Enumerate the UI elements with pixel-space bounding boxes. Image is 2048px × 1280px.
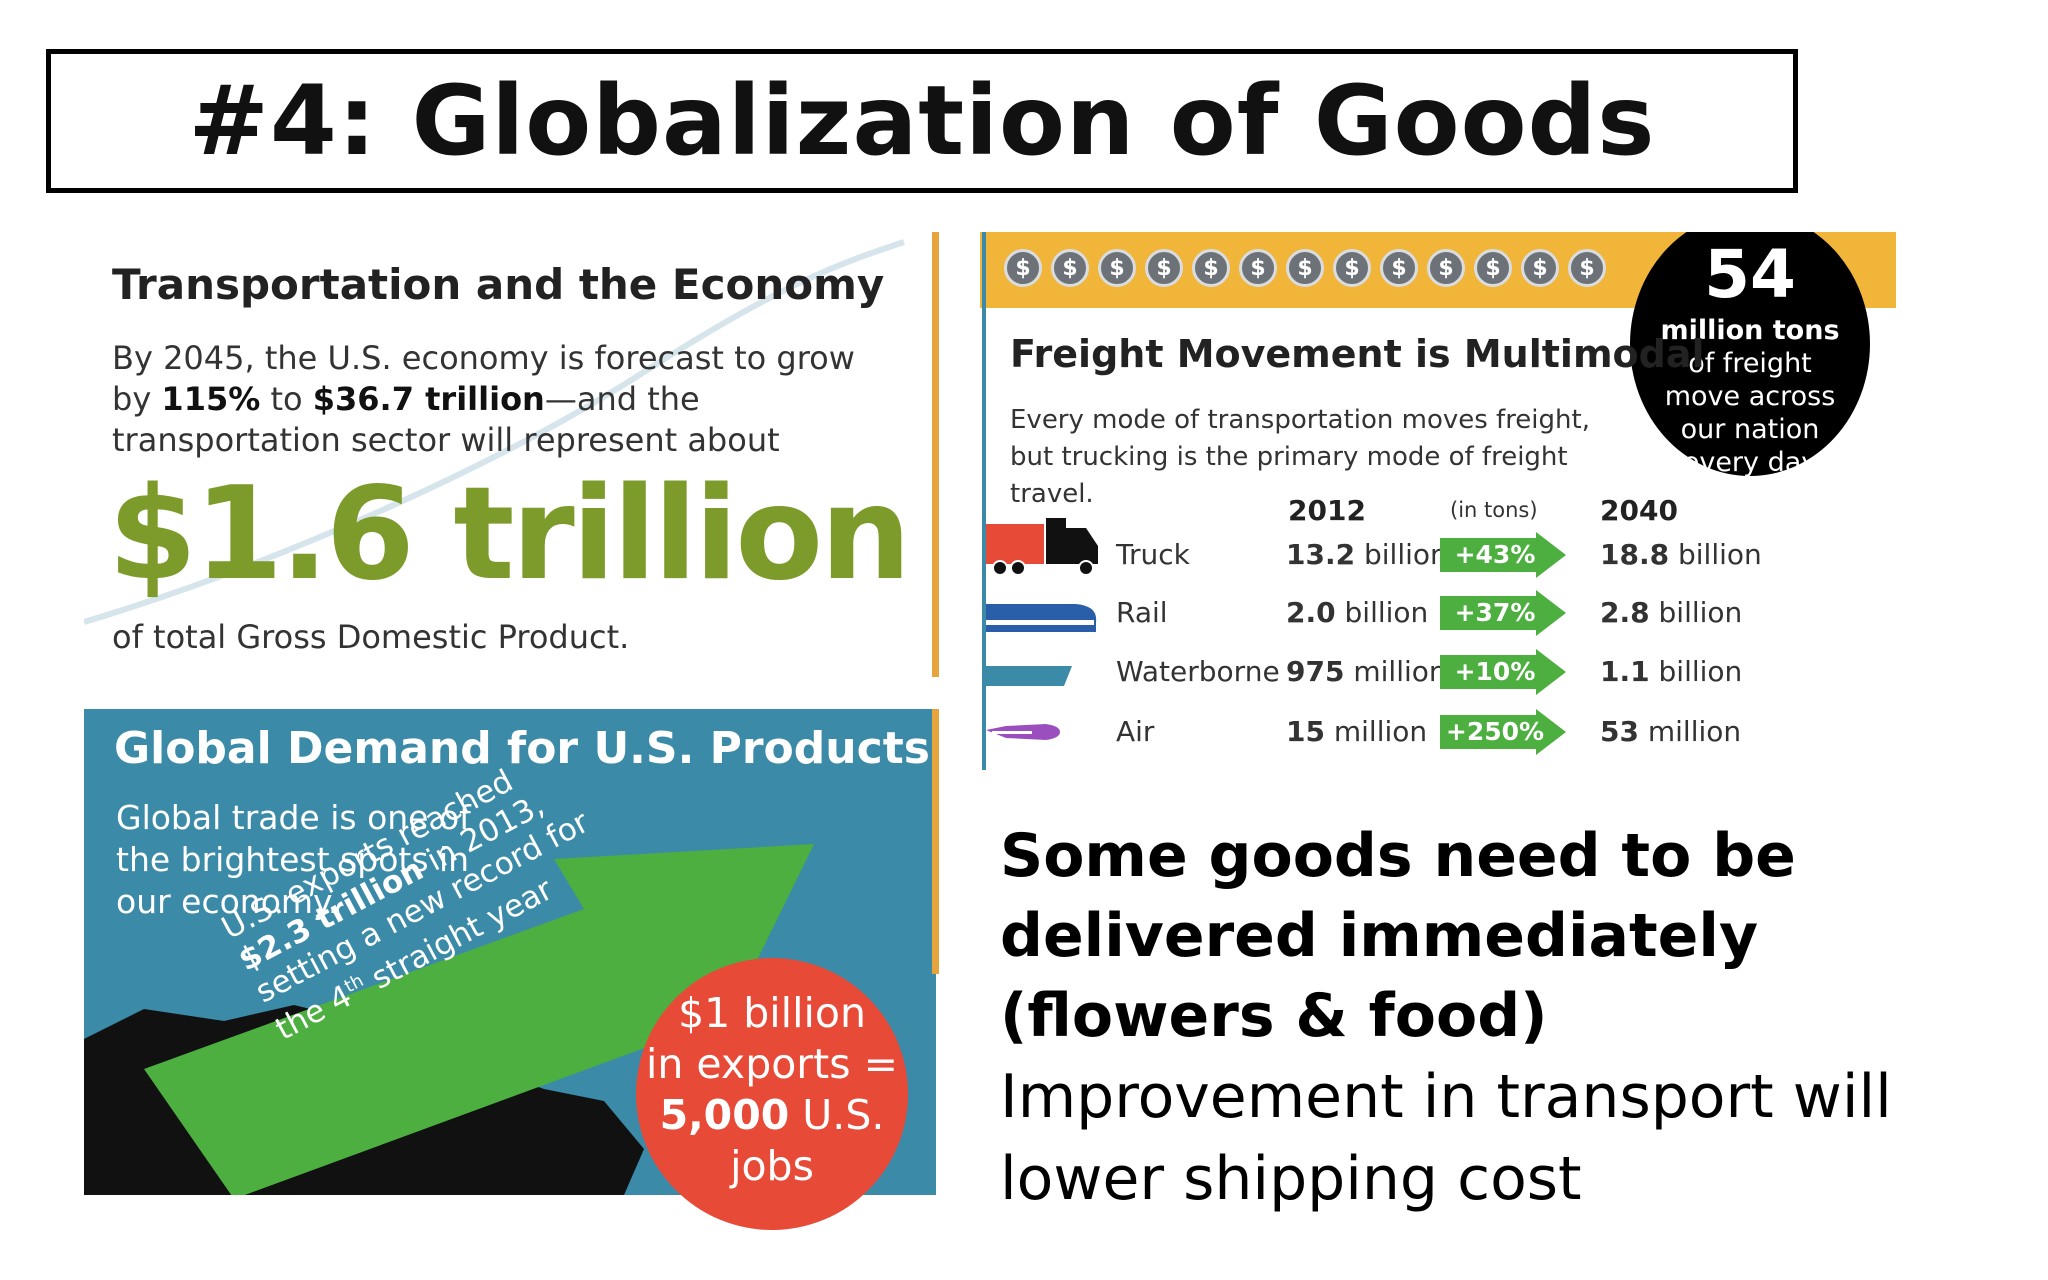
dollar-coin-icon: $ <box>1333 249 1371 287</box>
tons-caption: million tons of freight move across our … <box>1660 315 1840 478</box>
growth-line-graphic <box>84 239 905 625</box>
title-box: #4: Globalization of Goods <box>46 49 1798 193</box>
row-waterborne-2012: 975 million <box>1286 655 1447 688</box>
jobs-circle: $1 billion in exports = 5,000 U.S. jobs <box>636 958 908 1230</box>
economy-panel: Transportation and the Economy By 2045, … <box>84 232 940 677</box>
col-2012-header: 2012 <box>1288 494 1366 527</box>
global-heading: Global Demand for U.S. Products <box>114 723 930 774</box>
global-demand-panel: Global Demand for U.S. Products Global t… <box>84 709 936 1195</box>
dollar-coin-icon: $ <box>1568 249 1606 287</box>
dollar-coin-icon: $ <box>1427 249 1465 287</box>
col-units-header: (in tons) <box>1450 498 1538 522</box>
dollar-coin-icon: $ <box>1145 249 1183 287</box>
economy-big-value: $1.6 trillion <box>108 460 911 609</box>
col-2040-header: 2040 <box>1600 494 1678 527</box>
page-title: #4: Globalization of Goods <box>188 65 1656 177</box>
right-text-block: Some goods need to be delivered immediat… <box>1000 816 1900 1220</box>
row-air-2040: 53 million <box>1600 715 1742 748</box>
dollar-coin-icon: $ <box>1380 249 1418 287</box>
right-normal-text: Improvement in transport will lower ship… <box>1000 1062 1892 1214</box>
tons-circle: 54 million tons of freight move across o… <box>1630 232 1870 478</box>
freight-panel: $ $ $ $ $ $ $ $ $ $ $ $ $ 54 million tons of freight… <box>980 232 1896 770</box>
freight-heading: Freight Movement is Multimodal <box>1010 332 1705 376</box>
dollar-coin-icon: $ <box>1286 249 1324 287</box>
row-rail-2040: 2.8 billion <box>1600 596 1743 629</box>
freight-body: Every mode of transportation moves freig… <box>1010 405 1590 509</box>
row-waterborne-change: +10% <box>1440 649 1566 695</box>
row-truck-change: +43% <box>1440 532 1566 578</box>
economy-footer: of total Gross Domestic Product. <box>112 618 630 656</box>
tons-number: 54 <box>1704 236 1796 313</box>
circle-line-2: in exports = <box>646 1040 898 1088</box>
circle-line-3: 5,000 U.S. <box>659 1091 885 1139</box>
row-rail-mode: Rail <box>1116 596 1168 629</box>
row-waterborne-2040: 1.1 billion <box>1600 655 1743 688</box>
dollar-coin-icon: $ <box>1051 249 1089 287</box>
dollar-coin-icon: $ <box>1474 249 1512 287</box>
row-truck-2012: 13.2 billion <box>1286 538 1448 571</box>
dollar-coin-icon: $ <box>1521 249 1559 287</box>
dollar-coin-icon: $ <box>1192 249 1230 287</box>
row-truck-mode: Truck <box>1116 538 1190 571</box>
circle-line-1: $1 billion <box>678 989 866 1037</box>
dollar-coin-icon: $ <box>1239 249 1277 287</box>
economy-body: By 2045, the U.S. economy is forecast to… <box>112 339 855 459</box>
dollar-coin-icon: $ <box>1004 249 1042 287</box>
train-icon <box>986 604 1097 632</box>
truck-icon <box>986 518 1098 576</box>
row-rail-2012: 2.0 billion <box>1286 596 1429 629</box>
global-body: Global trade is one of the brightest spo… <box>116 798 471 921</box>
dollar-coin-icon: $ <box>1098 249 1136 287</box>
economy-divider <box>932 232 939 677</box>
economy-heading: Transportation and the Economy <box>112 260 885 309</box>
global-divider <box>932 709 939 974</box>
right-bold-text: Some goods need to be delivered immediat… <box>1000 821 1796 1051</box>
export-arrow-graphic <box>144 844 814 1195</box>
row-air-change: +250% <box>1440 709 1566 755</box>
row-air-mode: Air <box>1116 715 1155 748</box>
circle-line-4: jobs <box>730 1142 814 1190</box>
plane-icon <box>986 724 1060 740</box>
ship-icon <box>986 666 1072 686</box>
row-truck-2040: 18.8 billion <box>1600 538 1762 571</box>
row-rail-change: +37% <box>1440 590 1566 636</box>
row-air-2012: 15 million <box>1286 715 1428 748</box>
freight-divider <box>982 232 986 770</box>
row-waterborne-mode: Waterborne <box>1116 655 1280 688</box>
